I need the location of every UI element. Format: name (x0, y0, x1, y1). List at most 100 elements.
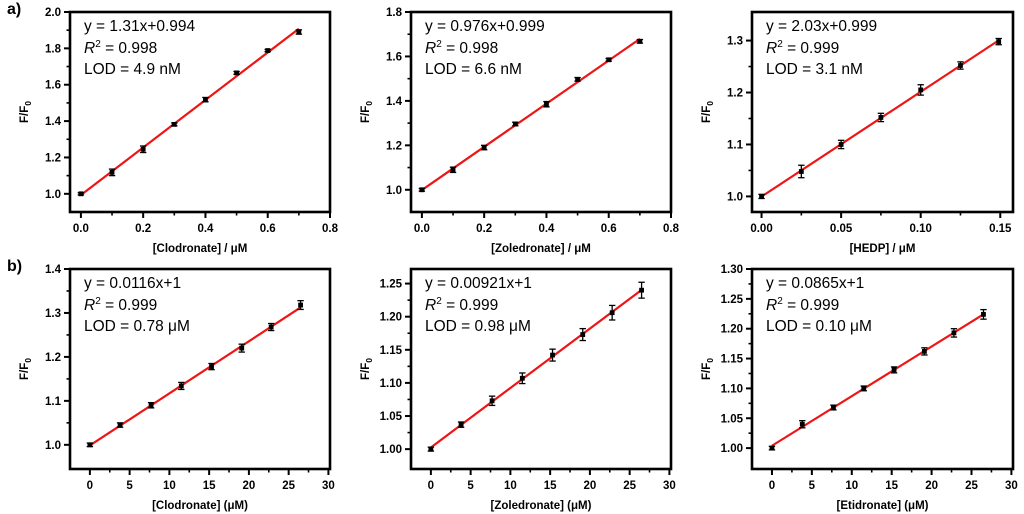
lod-line: LOD = 6.6 nM (425, 61, 522, 78)
svg-text:30: 30 (663, 480, 676, 492)
panel-a-hedp: 0.00 0.05 0.10 0.15 1.0 1.1 1.2 1.3 [HEDP] / μM F… (682, 0, 1024, 257)
r-squared-line: R2 = 0.998 (425, 38, 499, 57)
svg-text:F/F0: F/F0 (19, 358, 33, 380)
chart-canvas-zoledronate-nM: 0.0 0.2 0.4 0.6 0.8 1.0 1.2 1.4 1.6 1.8 [Zoledrona… (360, 7, 680, 255)
svg-text:20: 20 (925, 480, 938, 492)
chart-canvas-etidronate: 0 5 10 15 20 25 30 1.00 1.05 1.10 1.15 1.20 1.25 1.30… (701, 264, 1018, 512)
lod-line: LOD = 0.10 μM (766, 318, 872, 335)
svg-text:1.10: 1.10 (721, 383, 743, 395)
svg-text:0.4: 0.4 (197, 223, 214, 235)
svg-text:[HEDP] / μM: [HEDP] / μM (850, 243, 916, 255)
svg-text:[Zoledronate] / μM: [Zoledronate] / μM (491, 243, 591, 255)
svg-text:1.4: 1.4 (45, 116, 62, 128)
svg-text:20: 20 (584, 480, 597, 492)
svg-text:[Clodronate] / μM: [Clodronate] / μM (153, 243, 248, 255)
svg-text:25: 25 (282, 480, 295, 492)
fit-equation: y = 2.03x+0.999 (766, 18, 878, 35)
svg-text:30: 30 (322, 480, 335, 492)
svg-text:1.3: 1.3 (45, 308, 61, 320)
svg-text:1.0: 1.0 (45, 189, 61, 201)
svg-text:15: 15 (544, 480, 557, 492)
lod-line: LOD = 0.78 μM (84, 318, 190, 335)
svg-text:1.20: 1.20 (721, 324, 743, 336)
panel-a-clodronate: 0.0 0.2 0.4 0.6 0.8 1.0 1.2 1.4 1.6 1.8 2.0 [Clodro… (0, 0, 341, 257)
svg-text:0.00: 0.00 (750, 223, 772, 235)
fit-equation: y = 0.0865x+1 (766, 275, 865, 292)
svg-text:5: 5 (126, 480, 133, 492)
svg-text:1.1: 1.1 (727, 139, 744, 151)
svg-text:0.10: 0.10 (909, 223, 931, 235)
svg-text:15: 15 (203, 480, 216, 492)
svg-text:[Etidronate] (μM): [Etidronate] (μM) (837, 500, 929, 512)
svg-text:F/F0: F/F0 (360, 358, 374, 380)
svg-text:1.0: 1.0 (386, 185, 402, 197)
svg-text:0.6: 0.6 (260, 223, 276, 235)
fit-annotation: y = 1.31x+0.994 R2 = 0.998 LOD = 4.9 nM (84, 16, 195, 81)
fit-annotation: y = 0.00921x+1 R2 = 0.999 LOD = 0.98 μM (425, 273, 532, 338)
svg-text:5: 5 (467, 480, 474, 492)
figure-row-a: a) 0.0 0.2 0.4 0.6 0.8 1.0 1.2 1.4 1.6 1.8 2.0 [Clo… (0, 0, 1024, 257)
svg-text:1.00: 1.00 (380, 444, 402, 456)
chart-canvas-clodronate-nM: 0.0 0.2 0.4 0.6 0.8 1.0 1.2 1.4 1.6 1.8 2.0 [Clodro… (19, 7, 339, 255)
panel-b-clodronate: 0 5 10 15 20 25 30 1.0 1.1 1.2 1.3 1.4 [Clodronate] … (0, 257, 341, 514)
r-squared-line: R2 = 0.999 (425, 295, 499, 314)
svg-text:10: 10 (845, 480, 858, 492)
svg-text:1.1: 1.1 (45, 396, 62, 408)
svg-text:1.6: 1.6 (45, 80, 61, 92)
svg-text:1.05: 1.05 (721, 413, 744, 425)
svg-text:1.15: 1.15 (721, 354, 744, 366)
svg-text:10: 10 (163, 480, 176, 492)
svg-text:1.8: 1.8 (45, 43, 62, 55)
svg-text:0.05: 0.05 (830, 223, 853, 235)
svg-text:0.2: 0.2 (135, 223, 151, 235)
svg-text:1.00: 1.00 (721, 443, 743, 455)
svg-text:1.25: 1.25 (380, 279, 403, 291)
fit-annotation: y = 0.0116x+1 R2 = 0.999 LOD = 0.78 μM (84, 273, 190, 338)
svg-text:0.8: 0.8 (663, 223, 680, 235)
svg-text:0.2: 0.2 (476, 223, 492, 235)
svg-text:1.0: 1.0 (727, 191, 743, 203)
svg-text:10: 10 (504, 480, 517, 492)
fit-equation: y = 0.0116x+1 (84, 275, 182, 292)
svg-text:1.20: 1.20 (380, 312, 402, 324)
svg-text:20: 20 (243, 480, 256, 492)
svg-text:5: 5 (809, 480, 816, 492)
svg-text:1.2: 1.2 (45, 352, 61, 364)
svg-text:25: 25 (965, 480, 978, 492)
svg-text:0.0: 0.0 (73, 223, 89, 235)
svg-text:0: 0 (428, 480, 434, 492)
svg-text:1.10: 1.10 (380, 378, 402, 390)
svg-text:[Zoledronate] (μM): [Zoledronate] (μM) (491, 500, 592, 512)
svg-text:0.6: 0.6 (601, 223, 617, 235)
panel-b-etidronate: 0 5 10 15 20 25 30 1.00 1.05 1.10 1.15 1.20 1.25 1.30… (682, 257, 1024, 514)
svg-text:1.4: 1.4 (386, 96, 403, 108)
r-squared-line: R2 = 0.999 (84, 295, 158, 314)
svg-text:F/F0: F/F0 (19, 101, 33, 123)
svg-text:F/F0: F/F0 (701, 101, 715, 123)
svg-text:1.15: 1.15 (380, 345, 403, 357)
chart-canvas-zoledronate-uM: 0 5 10 15 20 25 30 1.00 1.05 1.10 1.15 1.20 1.25 [Zol… (360, 267, 676, 512)
r-squared-line: R2 = 0.998 (84, 38, 158, 57)
svg-text:0.4: 0.4 (538, 223, 555, 235)
fit-equation: y = 0.976x+0.999 (425, 18, 545, 35)
svg-text:F/F0: F/F0 (360, 101, 374, 123)
svg-text:2.0: 2.0 (45, 7, 61, 19)
svg-text:0.0: 0.0 (414, 223, 430, 235)
svg-text:0.15: 0.15 (989, 223, 1012, 235)
svg-text:1.4: 1.4 (45, 264, 62, 276)
fit-annotation: y = 2.03x+0.999 R2 = 0.999 LOD = 3.1 nM (766, 16, 877, 81)
svg-text:1.2: 1.2 (386, 140, 402, 152)
r-squared-line: R2 = 0.999 (766, 38, 840, 57)
svg-text:F/F0: F/F0 (701, 358, 715, 380)
fit-annotation: y = 0.0865x+1 R2 = 0.999 LOD = 0.10 μM (766, 273, 872, 338)
lod-line: LOD = 4.9 nM (84, 61, 181, 78)
lod-line: LOD = 3.1 nM (766, 61, 863, 78)
svg-text:15: 15 (885, 480, 898, 492)
svg-text:1.2: 1.2 (727, 88, 743, 100)
svg-text:25: 25 (623, 480, 636, 492)
fit-equation: y = 0.00921x+1 (425, 275, 532, 292)
r-squared-line: R2 = 0.999 (766, 295, 840, 314)
figure-row-b: b) 0 5 10 15 20 25 30 1.0 1.1 1.2 1.3 1.4 [Clodronat… (0, 257, 1024, 514)
svg-text:1.2: 1.2 (45, 152, 61, 164)
